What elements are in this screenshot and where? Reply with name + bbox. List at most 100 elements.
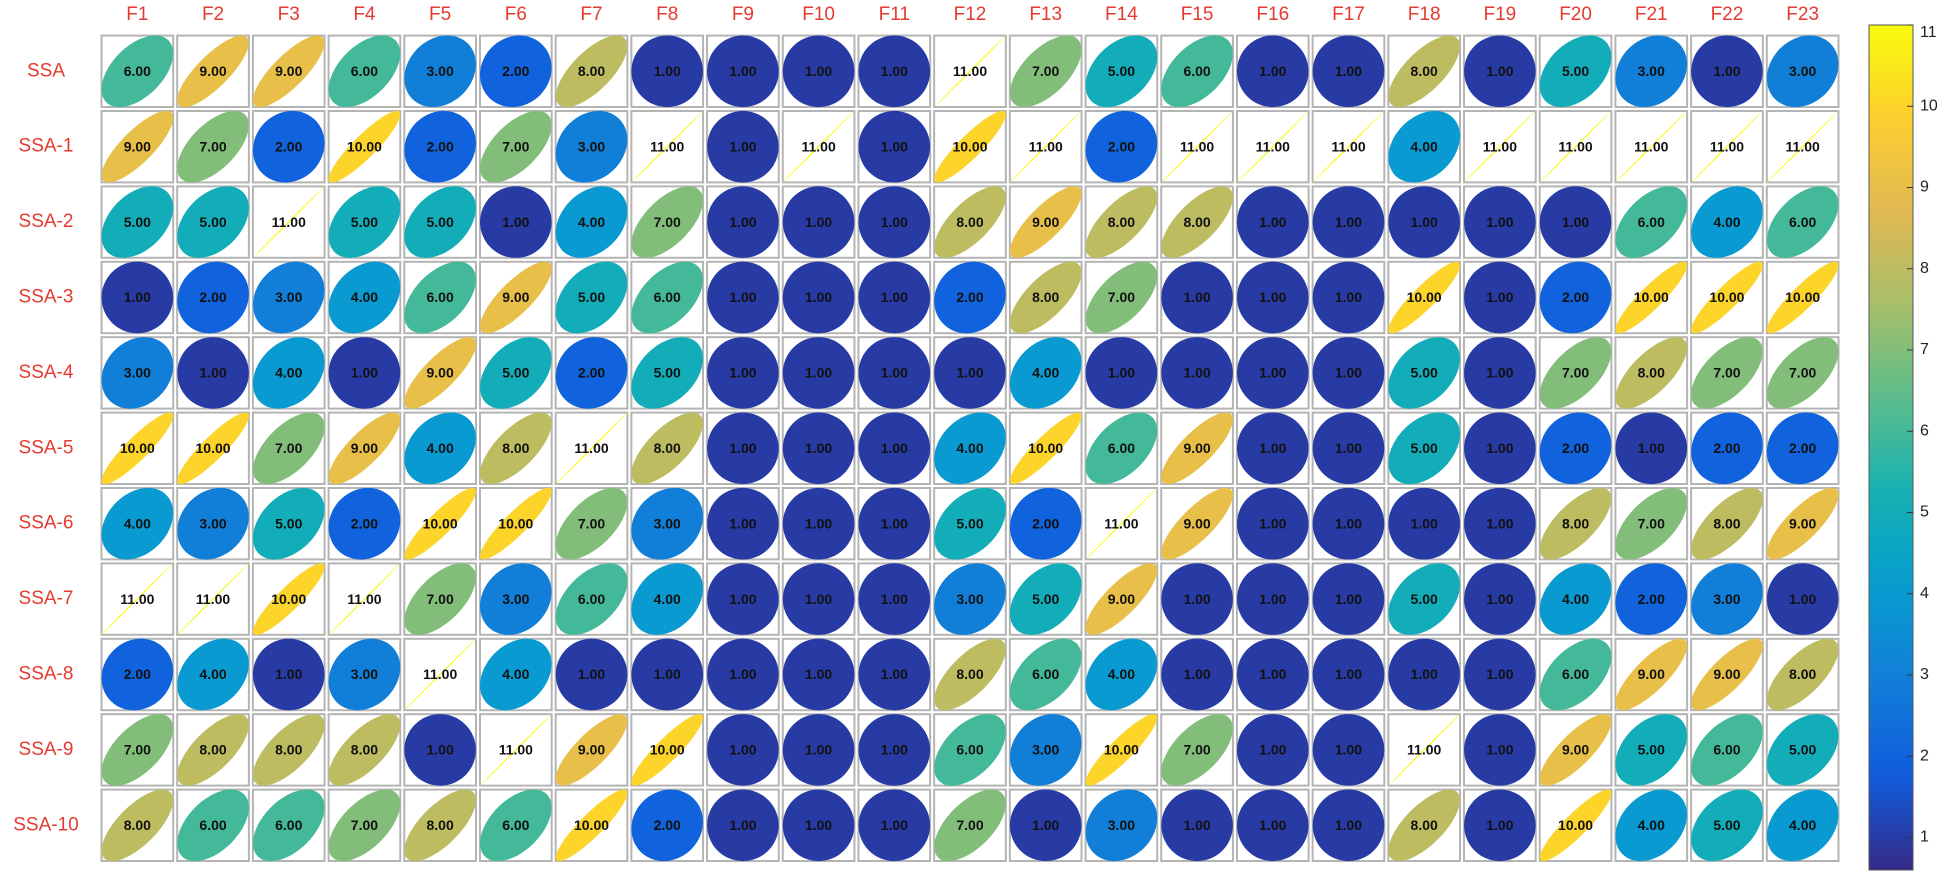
value-label: 2.00 bbox=[578, 365, 605, 381]
ellipse-mark bbox=[328, 487, 401, 560]
ellipse-mark bbox=[858, 638, 931, 711]
value-label: 1.00 bbox=[1335, 63, 1362, 79]
value-label: 1.00 bbox=[1335, 365, 1362, 381]
value-label: 7.00 bbox=[1032, 63, 1059, 79]
column-label: F16 bbox=[1256, 4, 1289, 25]
ellipse-mark bbox=[1085, 35, 1158, 108]
ellipse-mark bbox=[252, 563, 325, 635]
value-label: 9.00 bbox=[1032, 214, 1059, 230]
column-label: F20 bbox=[1559, 4, 1592, 25]
ellipse-mark bbox=[631, 35, 704, 108]
value-label: 3.00 bbox=[1789, 63, 1816, 79]
ellipse-mark bbox=[101, 261, 174, 334]
ellipse-mark bbox=[1236, 487, 1309, 560]
value-label: 1.00 bbox=[275, 666, 302, 682]
value-label: 5.00 bbox=[1411, 365, 1438, 381]
value-label: 1.00 bbox=[1789, 591, 1816, 607]
value-label: 1.00 bbox=[1486, 214, 1513, 230]
ellipse-mark bbox=[480, 487, 552, 560]
value-label: 7.00 bbox=[1108, 289, 1135, 305]
ellipse-mark bbox=[631, 337, 704, 409]
ellipse-mark bbox=[1009, 337, 1082, 409]
value-label: 2.00 bbox=[1562, 440, 1589, 456]
ellipse-mark bbox=[328, 714, 401, 786]
ellipse-mark bbox=[252, 110, 325, 183]
ellipse-mark bbox=[1161, 337, 1233, 409]
value-label: 2.00 bbox=[1562, 289, 1589, 305]
value-label: 7.00 bbox=[124, 742, 151, 758]
ellipse-mark bbox=[1388, 638, 1460, 711]
ellipse-mark bbox=[480, 714, 552, 786]
ellipse-mark bbox=[707, 638, 779, 711]
ellipse-mark bbox=[1388, 563, 1460, 635]
column-label: F4 bbox=[353, 4, 376, 25]
value-label: 5.00 bbox=[502, 365, 529, 381]
ellipse-mark bbox=[1691, 337, 1763, 409]
ellipse-mark bbox=[1464, 789, 1536, 862]
value-label: 4.00 bbox=[654, 591, 681, 607]
value-label: 1.00 bbox=[729, 591, 756, 607]
ellipse-mark bbox=[934, 638, 1006, 711]
ellipse-mark bbox=[1464, 638, 1536, 711]
ellipse-mark bbox=[934, 35, 1006, 108]
ellipse-mark bbox=[1085, 186, 1158, 258]
value-label: 9.00 bbox=[275, 63, 302, 79]
ellipse-mark bbox=[782, 638, 855, 711]
value-label: 9.00 bbox=[1789, 515, 1816, 531]
ellipse-mark bbox=[555, 638, 628, 711]
column-label: F8 bbox=[656, 4, 678, 25]
value-label: 7.00 bbox=[275, 440, 302, 456]
ellipse-mark bbox=[480, 563, 552, 635]
ellipse-mark bbox=[177, 789, 249, 862]
ellipse-mark bbox=[177, 261, 249, 334]
value-label: 2.00 bbox=[124, 666, 151, 682]
ellipse-mark bbox=[707, 487, 779, 560]
value-label: 11.00 bbox=[1710, 138, 1744, 154]
value-label: 8.00 bbox=[1032, 289, 1059, 305]
ellipse-mark bbox=[1085, 789, 1158, 862]
ellipse-mark bbox=[1539, 186, 1612, 258]
ellipse-mark bbox=[1464, 563, 1536, 635]
ellipse-mark bbox=[555, 261, 628, 334]
value-label: 1.00 bbox=[881, 138, 908, 154]
ellipse-mark bbox=[707, 110, 779, 183]
ellipse-mark bbox=[404, 35, 476, 108]
value-label: 7.00 bbox=[956, 817, 983, 833]
value-label: 5.00 bbox=[275, 515, 302, 531]
value-label: 9.00 bbox=[1183, 515, 1210, 531]
ellipse-mark bbox=[782, 789, 855, 862]
value-label: 1.00 bbox=[1411, 666, 1438, 682]
ellipse-mark bbox=[480, 412, 552, 485]
value-label: 9.00 bbox=[351, 440, 378, 456]
value-label: 6.00 bbox=[1713, 742, 1740, 758]
ellipse-mark bbox=[1009, 261, 1082, 334]
value-label: 1.00 bbox=[1335, 817, 1362, 833]
value-label: 1.00 bbox=[1183, 289, 1210, 305]
ellipse-mark bbox=[1236, 35, 1309, 108]
colorbar-tick-label: 2 bbox=[1920, 747, 1929, 764]
value-label: 11.00 bbox=[1786, 138, 1820, 154]
value-label: 1.00 bbox=[805, 742, 832, 758]
ellipse-mark bbox=[101, 563, 174, 635]
ellipse-mark bbox=[631, 110, 704, 183]
value-label: 9.00 bbox=[427, 365, 454, 381]
value-label: 1.00 bbox=[729, 214, 756, 230]
ellipse-mark bbox=[1161, 789, 1233, 862]
colorbar-tick-label: 11 bbox=[1920, 24, 1937, 41]
value-label: 6.00 bbox=[502, 817, 529, 833]
ellipse-mark bbox=[555, 789, 628, 862]
value-label: 9.00 bbox=[199, 63, 226, 79]
ellipse-mark bbox=[1464, 487, 1536, 560]
value-label: 1.00 bbox=[805, 365, 832, 381]
value-label: 1.00 bbox=[729, 289, 756, 305]
value-label: 1.00 bbox=[1183, 666, 1210, 682]
value-label: 1.00 bbox=[1259, 515, 1286, 531]
ellipse-mark bbox=[555, 487, 628, 560]
value-label: 11.00 bbox=[801, 138, 835, 154]
value-label: 1.00 bbox=[805, 440, 832, 456]
value-label: 8.00 bbox=[1411, 63, 1438, 79]
value-label: 2.00 bbox=[1713, 440, 1740, 456]
colorbar-tick-label: 4 bbox=[1920, 585, 1929, 602]
ellipse-mark bbox=[1236, 261, 1309, 334]
ellipse-mark bbox=[1766, 789, 1839, 862]
